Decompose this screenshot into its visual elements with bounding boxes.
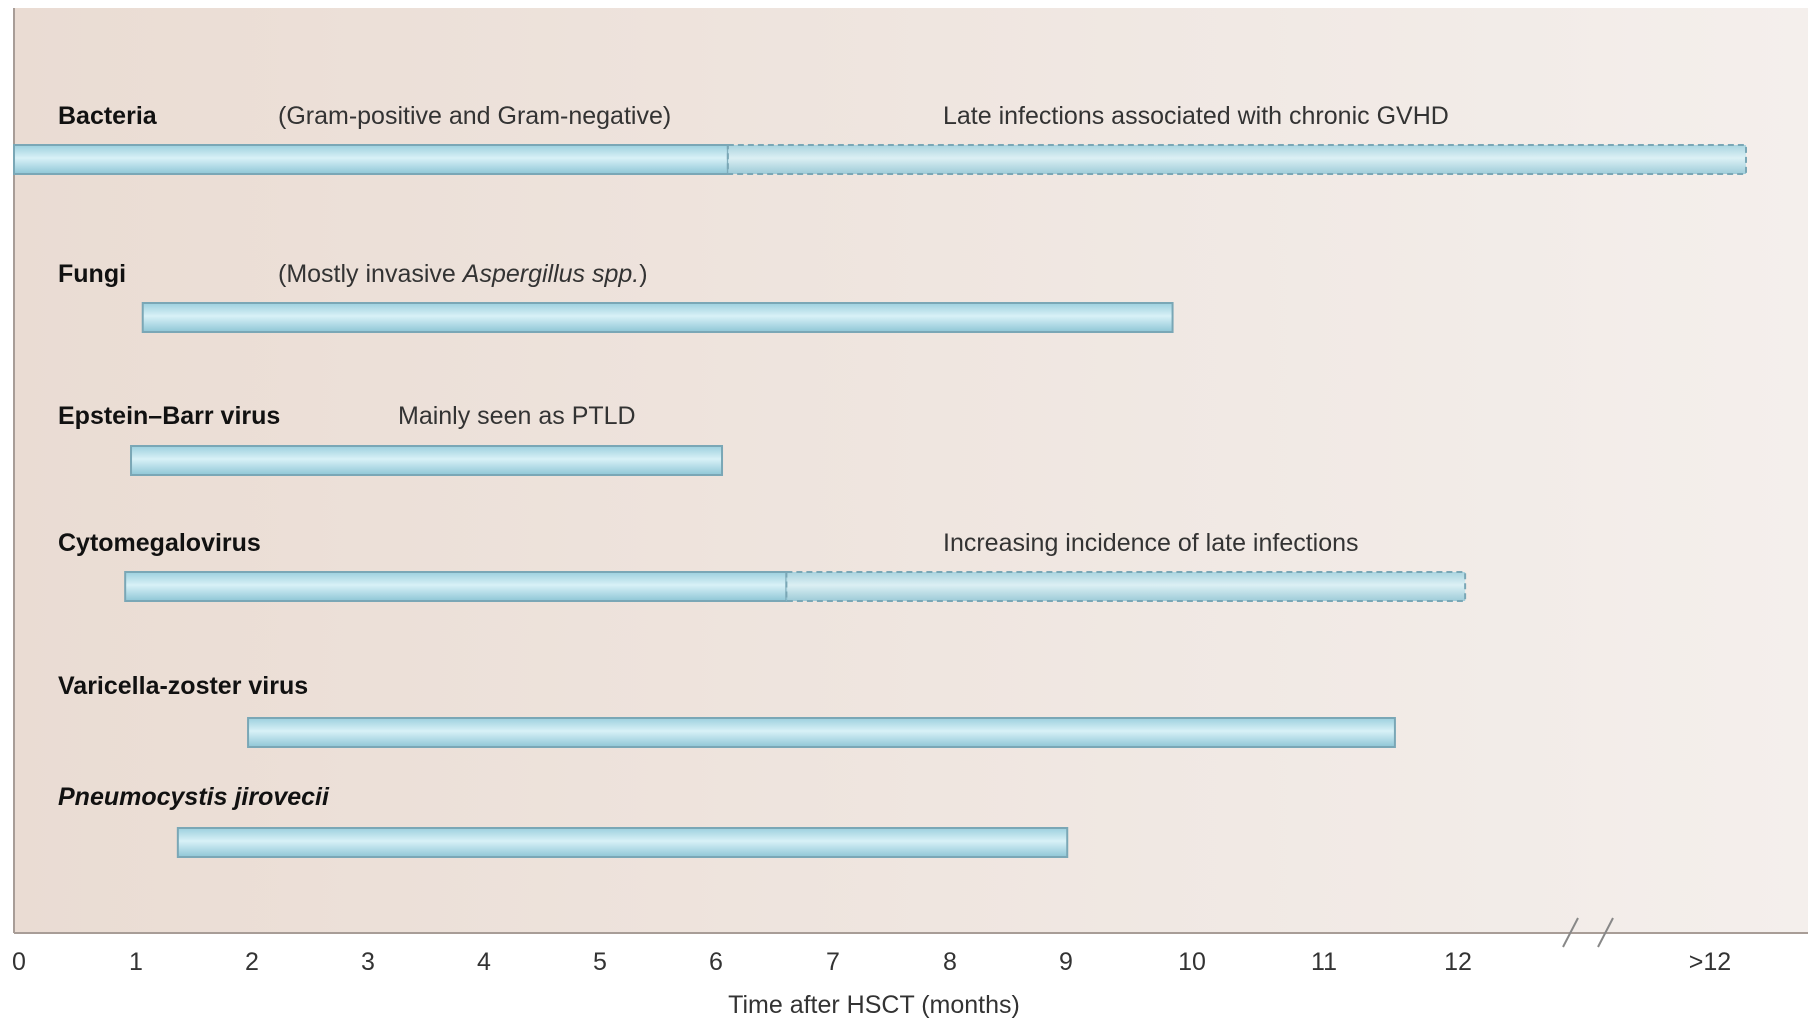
ticks-layer: 0 1 2 3 4 5 6 7 8 9 10 11 12 >12 xyxy=(12,948,1731,976)
labels-layer: Bacteria (Gram-positive and Gram-negative… xyxy=(58,102,1449,811)
x-tick-label-2: 1 xyxy=(129,948,143,976)
row-label-epstein-barr-virus: Epstein–Barr virus xyxy=(58,402,280,430)
x-axis-title: Time after HSCT (months) xyxy=(728,991,1020,1019)
x-tick-label-9: 8 xyxy=(943,948,957,976)
row-label-varicella-zoster-virus: Varicella-zoster virus xyxy=(58,672,308,700)
x-tick-label-14: >12 xyxy=(1689,948,1731,976)
annotation-cytomegalovirus-1: Increasing incidence of late infections xyxy=(943,529,1359,557)
axis-break-icon xyxy=(1562,917,1614,948)
bar-fungi-solid-1 xyxy=(141,302,1174,333)
row-label-fungi: Fungi xyxy=(58,260,126,288)
x-tick-label-4: 3 xyxy=(361,948,375,976)
x-tick-label-6: 5 xyxy=(593,948,607,976)
row-label-cytomegalovirus: Cytomegalovirus xyxy=(58,529,261,557)
bar-epstein-barr-virus-solid-1 xyxy=(130,445,724,476)
annotation-bacteria-2: Late infections associated with chronic … xyxy=(943,102,1449,130)
bars-layer xyxy=(13,144,1747,858)
bar-cytomegalovirus-solid-1 xyxy=(124,571,788,602)
x-tick-label-1: 0 xyxy=(12,948,26,976)
bar-bacteria-solid-1 xyxy=(13,144,729,175)
x-tick-label-11: 10 xyxy=(1178,948,1206,976)
row-label-pneumocystis-jirovecii: Pneumocystis jirovecii xyxy=(58,783,330,811)
annotation-fungi-1: (Mostly invasive Aspergillus spp.) xyxy=(278,260,648,288)
x-tick-label-10: 9 xyxy=(1059,948,1073,976)
annotation-epstein-barr-virus-1: Mainly seen as PTLD xyxy=(398,402,636,430)
x-tick-label-12: 11 xyxy=(1311,948,1337,976)
bar-varicella-zoster-virus-solid-1 xyxy=(247,717,1396,748)
annotation-bacteria-1: (Gram-positive and Gram-negative) xyxy=(278,102,671,130)
x-tick-label-8: 7 xyxy=(826,948,840,976)
row-label-bacteria: Bacteria xyxy=(58,102,158,130)
bar-pneumocystis-jirovecii-solid-1 xyxy=(176,827,1069,858)
x-tick-label-3: 2 xyxy=(245,948,259,976)
bar-bacteria-dashed-2 xyxy=(726,144,1747,175)
bar-cytomegalovirus-dashed-2 xyxy=(785,571,1467,602)
x-tick-label-13: 12 xyxy=(1444,948,1472,976)
x-tick-label-5: 4 xyxy=(477,948,491,976)
x-tick-label-7: 6 xyxy=(709,948,723,976)
